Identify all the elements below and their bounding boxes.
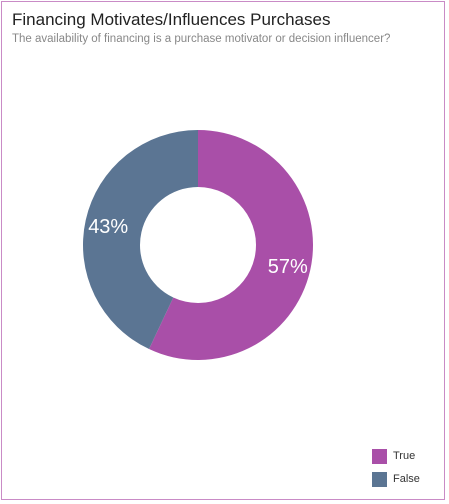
chart-title: Financing Motivates/Influences Purchases xyxy=(12,10,331,29)
slice-label-false: 43% xyxy=(88,216,128,238)
donut-slice-false[interactable] xyxy=(83,130,198,350)
legend-item-false[interactable]: False xyxy=(372,471,420,487)
slice-label-true: 57% xyxy=(268,256,308,278)
chart-legend: True False xyxy=(372,448,420,494)
legend-item-true[interactable]: True xyxy=(372,448,420,464)
legend-label-false: False xyxy=(393,473,420,485)
legend-swatch-true xyxy=(372,448,387,464)
legend-label-true: True xyxy=(393,450,416,462)
chart-card: Financing Motivates/Influences Purchases… xyxy=(1,1,445,500)
donut-slice-true[interactable] xyxy=(149,130,314,360)
chart-subtitle: The availability of financing is a purch… xyxy=(12,33,391,45)
legend-swatch-false xyxy=(372,471,387,487)
